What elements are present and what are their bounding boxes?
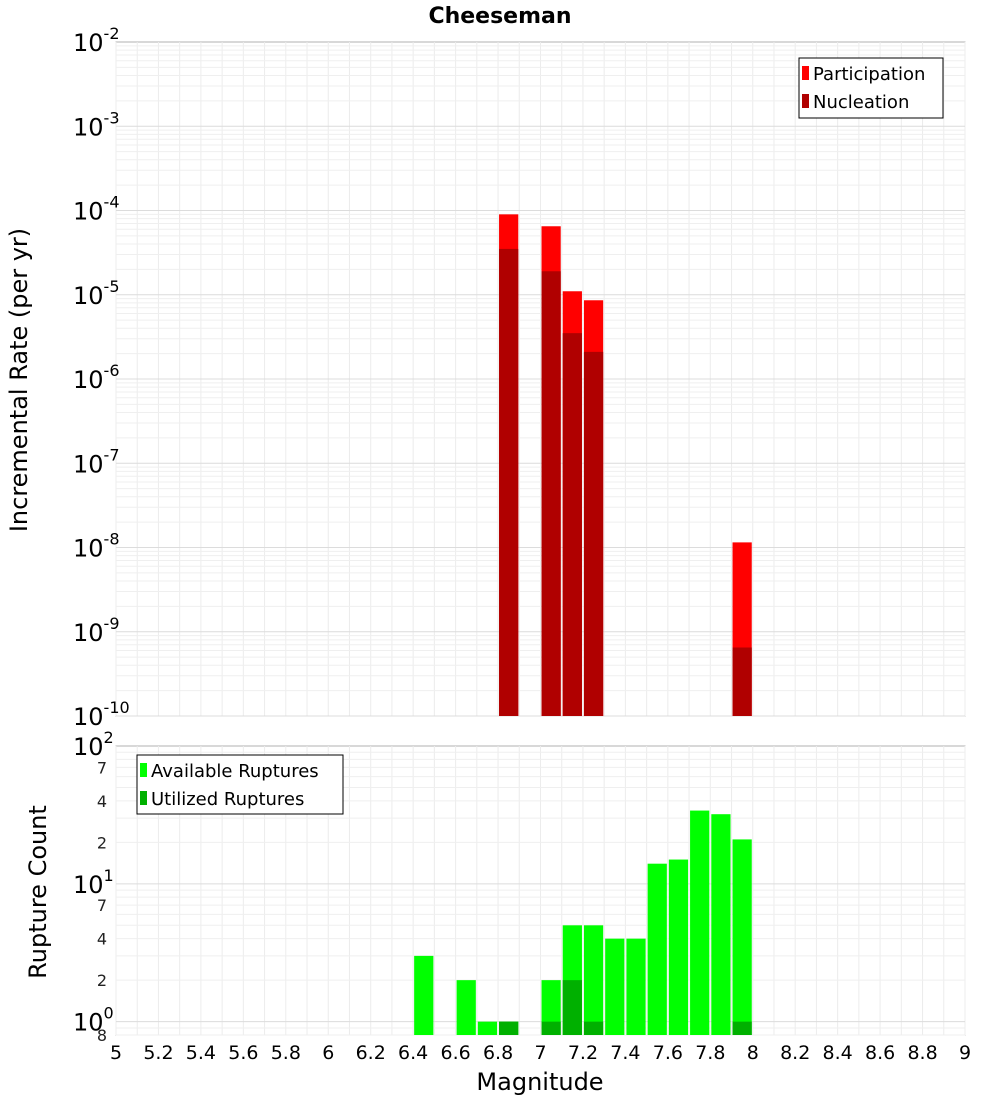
top-plot-area: 10-10 10-9 10-8 10-7 10-6 10-5 10-4 10-3 10-2 In…	[5, 24, 966, 731]
bottom-legend: Available Ruptures Utilized Ruptures	[136, 754, 344, 815]
top-legend-box	[798, 57, 944, 119]
nucleation-bar	[583, 351, 604, 716]
top-y-tick-labels: 10-10 10-9 10-8 10-7 10-6 10-5 10-4 10-3 10-2	[73, 24, 130, 731]
x-tick-label: 5.2	[143, 1042, 173, 1064]
available-bar	[456, 980, 476, 1035]
x-tick-label: 5.6	[228, 1042, 258, 1064]
x-tick-label: 8.2	[780, 1042, 810, 1064]
utilized-bar	[562, 980, 582, 1035]
x-tick-label: 6.8	[483, 1042, 513, 1064]
top-bars	[499, 214, 752, 716]
legend-nucleation-swatch	[802, 94, 809, 108]
legend-participation-swatch	[802, 66, 809, 80]
top-legend: Participation Nucleation	[798, 57, 944, 119]
bottom-plot-area: 100 101 102 8 2 4 7 2 4 7 Rupture Count Available…	[24, 728, 966, 1045]
available-bar	[711, 814, 731, 1035]
available-bar	[690, 810, 710, 1035]
available-bar	[477, 1021, 498, 1035]
x-tick-label: 7.4	[610, 1042, 640, 1064]
top-y-axis-title: Incremental Rate (per yr)	[5, 228, 33, 532]
x-tick-label: 9	[959, 1042, 971, 1064]
nucleation-bar	[499, 248, 519, 716]
top-y-tick-label: 10-2	[73, 24, 120, 57]
bottom-y-minor-tick-label: 8	[97, 1026, 107, 1045]
nucleation-bar	[732, 647, 752, 716]
x-tick-label: 5	[110, 1042, 122, 1064]
available-bar	[626, 938, 646, 1035]
bottom-y-major-tick-label: 100	[73, 1004, 114, 1037]
chart-title: Cheeseman	[428, 4, 571, 29]
bottom-y-minor-tick-label: 2	[97, 833, 107, 852]
nucleation-bar	[562, 333, 582, 716]
x-tick-label: 5.8	[271, 1042, 301, 1064]
bottom-y-tick-labels: 100 101 102 8 2 4 7 2 4 7	[73, 728, 114, 1045]
available-bar	[414, 955, 434, 1035]
utilized-bar	[541, 1021, 561, 1035]
available-bar	[647, 863, 667, 1035]
x-tick-labels: 5 5.2 5.4 5.6 5.8 6 6.2 6.4 6.6 6.8 7 7.2 7.4 7.6 7.8 8…	[110, 1042, 971, 1064]
available-bar	[541, 980, 561, 1035]
bottom-y-axis-title: Rupture Count	[24, 805, 52, 979]
x-tick-label: 8	[747, 1042, 759, 1064]
nucleation-bar	[541, 271, 561, 716]
bottom-y-major-tick-label: 101	[73, 866, 114, 899]
available-bar	[668, 859, 689, 1035]
top-y-tick-label: 10-3	[73, 108, 120, 141]
available-bar	[583, 925, 604, 1035]
legend-nucleation-label: Nucleation	[813, 92, 909, 113]
bottom-bars	[414, 810, 752, 1035]
legend-available-label: Available Ruptures	[151, 761, 319, 782]
available-bar	[605, 938, 625, 1035]
bottom-y-major-tick-label: 102	[73, 728, 114, 761]
x-tick-label: 5.4	[186, 1042, 216, 1064]
x-tick-label: 6.6	[440, 1042, 470, 1064]
bottom-y-minor-tick-label: 4	[97, 792, 107, 811]
top-y-tick-label: 10-5	[73, 277, 120, 310]
x-tick-label: 7.2	[568, 1042, 598, 1064]
legend-utilized-label: Utilized Ruptures	[151, 789, 304, 810]
top-y-tick-label: 10-6	[73, 361, 120, 394]
utilized-bar	[732, 1021, 752, 1035]
bottom-grid	[115, 746, 966, 1036]
x-tick-label: 6.2	[356, 1042, 386, 1064]
top-y-tick-label: 10-7	[73, 445, 120, 478]
legend-available-swatch	[140, 763, 147, 777]
x-tick-label: 6.4	[398, 1042, 428, 1064]
x-tick-label: 8.4	[823, 1042, 853, 1064]
legend-utilized-swatch	[140, 791, 147, 805]
top-grid	[115, 42, 966, 717]
utilized-bar	[583, 1021, 604, 1035]
x-tick-label: 8.6	[865, 1042, 895, 1064]
x-tick-label: 6	[322, 1042, 334, 1064]
bottom-y-minor-tick-label: 2	[97, 971, 107, 990]
top-y-tick-label: 10-8	[73, 530, 120, 563]
bottom-y-minor-tick-label: 4	[97, 930, 107, 949]
top-y-tick-label: 10-9	[73, 614, 120, 647]
legend-participation-label: Participation	[813, 64, 925, 85]
bottom-y-minor-tick-label: 7	[97, 896, 107, 915]
bottom-y-minor-tick-label: 7	[97, 758, 107, 777]
x-tick-label: 7.6	[653, 1042, 683, 1064]
x-tick-label: 8.8	[907, 1042, 937, 1064]
bottom-legend-box	[136, 754, 344, 815]
x-tick-label: 7	[534, 1042, 546, 1064]
top-y-tick-label: 10-10	[73, 698, 130, 731]
x-axis-title: Magnitude	[476, 1068, 603, 1096]
top-y-tick-label: 10-4	[73, 193, 120, 226]
x-tick-label: 7.8	[695, 1042, 725, 1064]
utilized-bar	[499, 1021, 519, 1035]
available-bar	[732, 839, 752, 1035]
